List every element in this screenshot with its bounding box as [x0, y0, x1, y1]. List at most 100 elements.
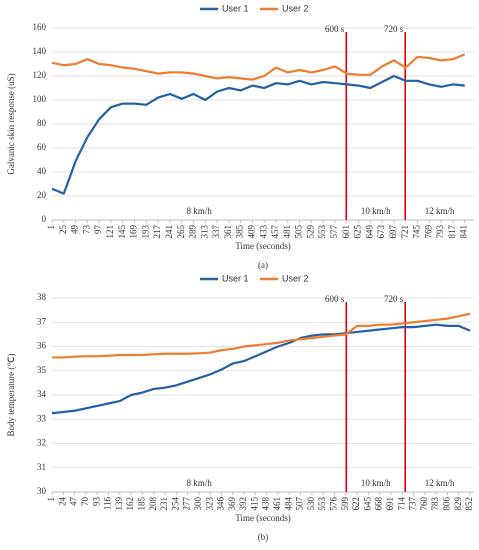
x-tick-label: 277	[182, 497, 192, 511]
x-tick-label: 714	[396, 497, 406, 511]
x-tick-label: 415	[249, 497, 259, 511]
x-tick-label: 484	[283, 497, 293, 511]
x-tick-label: 97	[93, 225, 103, 235]
x-tick-label: 601	[341, 225, 351, 239]
x-tick-label: 241	[164, 225, 174, 239]
y-axis-label: Galvanic skin response (uS)	[6, 73, 16, 174]
x-tick-label: 337	[211, 225, 221, 239]
x-axis-label: Time (seconds)	[235, 513, 290, 523]
caption: (b)	[258, 532, 269, 542]
series-line	[51, 323, 471, 415]
x-tick-label: 385	[235, 225, 245, 239]
x-tick-label: 829	[453, 497, 463, 511]
y-tick-label: 100	[33, 94, 47, 104]
x-tick-label: 668	[374, 497, 384, 511]
y-tick-label: 38	[37, 292, 47, 302]
x-tick-label: 392	[238, 497, 248, 511]
region-label: 10 km/h	[361, 478, 391, 488]
x-tick-label: 806	[442, 497, 452, 511]
x-tick-label: 300	[193, 497, 203, 511]
x-tick-label: 553	[317, 497, 327, 511]
y-axis-label: Body temperature (℃)	[6, 353, 16, 436]
x-tick-label: 93	[91, 497, 101, 507]
x-tick-label: 70	[80, 497, 90, 507]
x-tick-label: 265	[176, 225, 186, 239]
x-tick-label: 457	[270, 225, 280, 239]
x-tick-label: 145	[117, 225, 127, 239]
x-tick-label: 254	[170, 497, 180, 511]
x-tick-label: 323	[204, 497, 214, 511]
region-label: 12 km/h	[425, 478, 455, 488]
y-tick-label: 30	[37, 486, 47, 496]
y-tick-label: 31	[37, 462, 46, 472]
x-tick-label: 217	[152, 225, 162, 239]
x-tick-label: 162	[125, 497, 135, 511]
legend-label: User 1	[222, 3, 249, 13]
x-tick-label: 760	[419, 497, 429, 511]
y-tick-label: 33	[37, 413, 47, 423]
y-tick-label: 60	[37, 142, 47, 152]
x-tick-label: 530	[306, 497, 316, 511]
x-tick-label: 461	[272, 497, 282, 511]
x-tick-label: 649	[364, 225, 374, 239]
x-tick-label: 346	[216, 497, 226, 511]
x-tick-label: 47	[69, 497, 79, 507]
x-tick-label: 577	[329, 225, 339, 239]
marker-label: 720 s	[384, 294, 404, 304]
x-tick-label: 529	[305, 225, 315, 239]
x-tick-label: 409	[247, 225, 257, 239]
y-tick-label: 40	[37, 166, 47, 176]
caption: (a)	[258, 260, 268, 270]
legend-label: User 1	[222, 273, 249, 283]
region-label: 10 km/h	[361, 206, 391, 216]
x-tick-label: 24	[57, 497, 67, 507]
region-label: 8 km/h	[187, 206, 213, 216]
x-tick-label: 1	[46, 497, 56, 502]
x-tick-label: 116	[103, 497, 113, 511]
x-tick-label: 673	[376, 225, 386, 239]
x-tick-label: 721	[400, 225, 410, 239]
x-tick-label: 769	[423, 225, 433, 239]
series-line	[52, 312, 471, 359]
x-tick-label: 185	[136, 497, 146, 511]
x-tick-label: 852	[464, 497, 474, 511]
series-line	[51, 74, 465, 195]
x-tick-label: 139	[114, 497, 124, 511]
x-tick-label: 507	[295, 497, 305, 511]
y-tick-label: 37	[37, 316, 47, 326]
x-tick-label: 369	[227, 497, 237, 511]
x-tick-label: 625	[353, 225, 363, 239]
x-tick-label: 599	[340, 497, 350, 511]
y-tick-label: 160	[33, 22, 47, 32]
x-tick-label: 1	[46, 225, 56, 230]
x-tick-label: 576	[329, 497, 339, 511]
x-tick-label: 49	[70, 225, 80, 235]
x-tick-label: 783	[430, 497, 440, 511]
series-line	[51, 53, 466, 81]
legend-label: User 2	[282, 273, 309, 283]
x-tick-label: 697	[388, 225, 398, 239]
y-tick-label: 34	[37, 389, 47, 399]
x-tick-label: 737	[408, 497, 418, 511]
x-tick-label: 289	[188, 225, 198, 239]
region-label: 8 km/h	[187, 478, 213, 488]
x-tick-label: 645	[362, 497, 372, 511]
region-label: 12 km/h	[425, 206, 455, 216]
marker-label: 600 s	[325, 294, 345, 304]
x-tick-label: 481	[282, 225, 292, 239]
y-tick-label: 35	[37, 365, 47, 375]
x-tick-label: 691	[385, 497, 395, 511]
x-axis-label: Time (seconds)	[235, 241, 290, 251]
x-tick-label: 438	[261, 497, 271, 511]
x-tick-label: 793	[435, 225, 445, 239]
x-tick-label: 169	[129, 225, 139, 239]
x-tick-label: 505	[294, 225, 304, 239]
x-tick-label: 841	[459, 225, 469, 239]
x-tick-label: 553	[317, 225, 327, 239]
x-tick-label: 73	[81, 225, 91, 235]
x-tick-label: 361	[223, 225, 233, 239]
x-tick-label: 817	[447, 225, 457, 239]
x-tick-label: 193	[140, 225, 150, 239]
marker-label: 600 s	[325, 24, 345, 34]
